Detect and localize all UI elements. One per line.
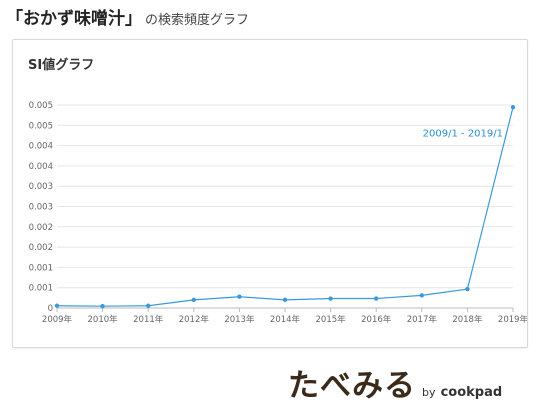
data-point[interactable] <box>510 105 516 110</box>
x-tick-label: 2010年 <box>88 314 119 325</box>
x-tick-label: 2018年 <box>452 314 483 325</box>
si-line-chart: 0 0.001 0.001 0.002 0.002 0.003 0.003 0.004 0.00… <box>29 101 527 325</box>
x-tick-label: 2014年 <box>270 314 301 325</box>
y-tick-label: 0.002 <box>29 223 53 233</box>
data-point[interactable] <box>54 303 60 308</box>
data-point[interactable] <box>100 303 105 309</box>
chart-card: SI値グラフ 0 0.001 0.001 0.002 0.002 0.003 0.003 0.… <box>12 39 528 348</box>
date-range-annotation: 2009/1 - 2019/1 <box>423 129 503 140</box>
page-heading: 「おかず味噌汁」 の検索頻度グラフ <box>6 4 250 29</box>
data-point[interactable] <box>328 296 333 301</box>
y-tick-label: 0.001 <box>29 284 53 294</box>
logo-brand: cookpad <box>440 385 503 400</box>
data-point[interactable] <box>282 297 288 303</box>
x-tick-label: 2011年 <box>133 314 164 325</box>
data-point[interactable] <box>419 293 424 298</box>
x-tick-label: 2012年 <box>179 314 210 325</box>
data-point[interactable] <box>465 286 470 292</box>
y-tick-label: 0.001 <box>29 263 53 273</box>
x-tick-label: 2016年 <box>361 314 392 325</box>
y-tick-label: 0.004 <box>29 162 53 172</box>
search-term: 「おかず味噌汁」 <box>6 9 142 29</box>
y-tick-label: 0.002 <box>29 243 53 253</box>
x-tick-label: 2019年 <box>498 314 527 325</box>
heading-suffix: の検索頻度グラフ <box>145 13 250 28</box>
x-tick-label: 2013年 <box>224 314 255 325</box>
data-point[interactable] <box>146 303 151 308</box>
data-point[interactable] <box>374 296 379 301</box>
y-tick-label: 0 <box>48 304 53 314</box>
x-tick-label: 2015年 <box>316 314 347 325</box>
tabemiru-logo: たべみる by cookpad <box>288 360 503 404</box>
y-tick-label: 0.004 <box>29 142 53 152</box>
x-tick-label: 2009年 <box>42 314 73 325</box>
data-point[interactable] <box>237 294 242 299</box>
y-tick-label: 0.003 <box>29 182 53 192</box>
y-tick-label: 0.005 <box>29 121 53 131</box>
logo-text: たべみる <box>288 368 416 404</box>
y-tick-label: 0.005 <box>29 101 53 111</box>
x-tick-label: 2017年 <box>407 314 438 325</box>
chart-title: SI値グラフ <box>28 58 95 73</box>
data-point[interactable] <box>191 297 196 303</box>
logo-by: by <box>422 386 436 399</box>
y-tick-label: 0.003 <box>29 203 53 213</box>
